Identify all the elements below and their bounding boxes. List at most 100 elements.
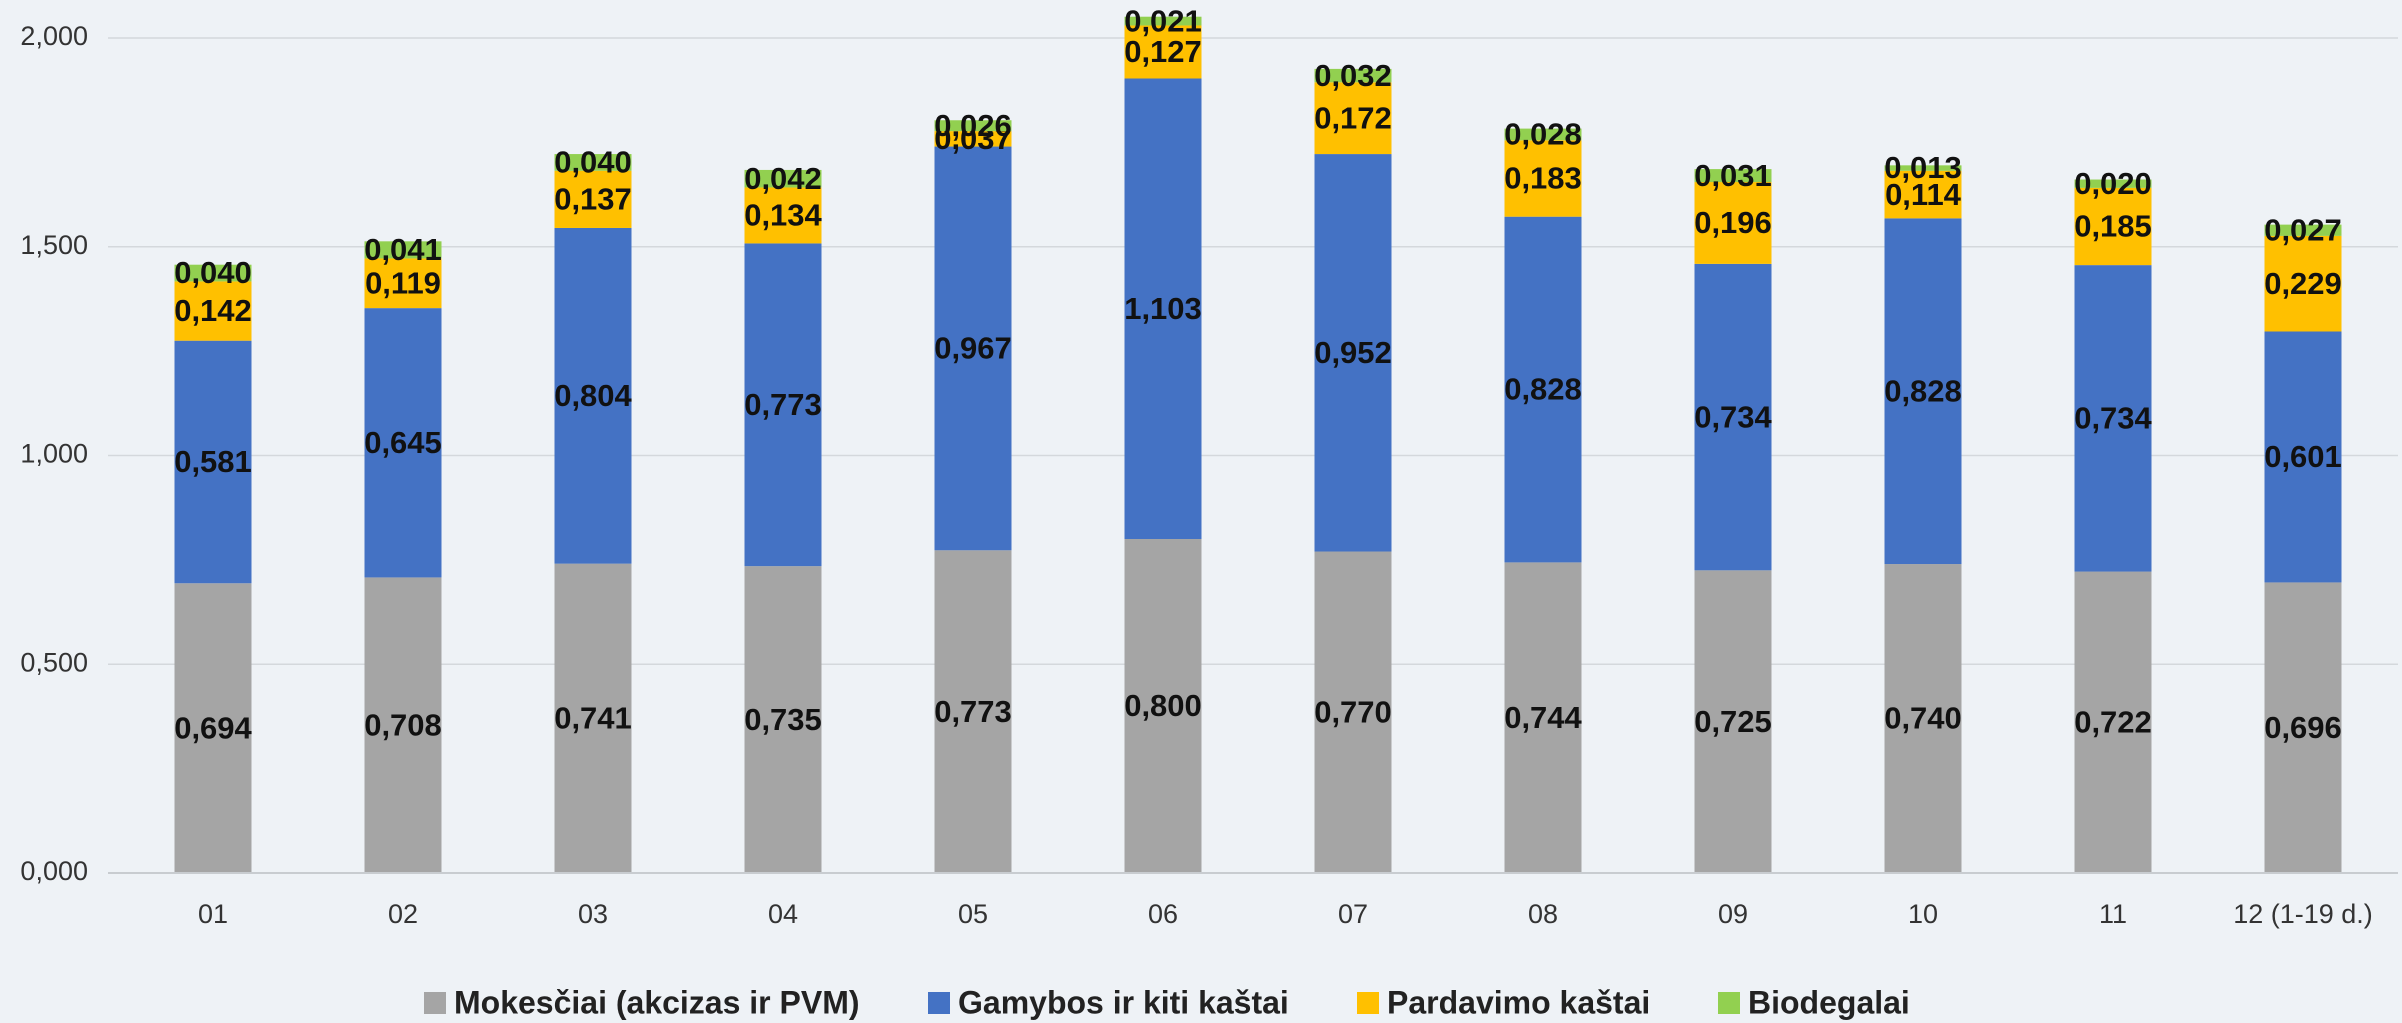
bar-segment [1504, 128, 1582, 141]
legend-swatch [928, 992, 950, 1014]
data-label: 0,013 [1884, 150, 1962, 185]
bar-segment [554, 563, 632, 873]
bar-segment [2264, 224, 2342, 236]
bar-segment [2264, 582, 2342, 873]
data-label: 0,744 [1504, 700, 1582, 735]
bar-segment [1314, 551, 1392, 873]
data-label: 0,741 [554, 701, 632, 736]
bar-segment [2074, 571, 2152, 873]
bar-segment [744, 187, 822, 244]
bar-segment [364, 577, 442, 873]
x-tick-label: 09 [1718, 899, 1748, 929]
legend-label: Gamybos ir kiti kaštai [958, 984, 1289, 1020]
bar-segment [934, 146, 1012, 551]
legend-swatch [1357, 992, 1379, 1014]
y-tick-label: 2,000 [20, 21, 88, 51]
data-label: 0,119 [365, 265, 441, 300]
bar-segment [364, 241, 442, 259]
bar-segment [1314, 154, 1392, 552]
bar-segment [934, 550, 1012, 873]
bar-segment [174, 340, 252, 584]
data-label: 0,229 [2264, 266, 2342, 301]
bar-segment [1504, 216, 1582, 563]
bar-segment [934, 120, 1012, 132]
legend-swatch [1718, 992, 1740, 1014]
bar-segment [2074, 179, 2152, 188]
bar-segment [1694, 169, 1772, 183]
data-label: 0,828 [1504, 372, 1582, 407]
bar-segment [2074, 187, 2152, 266]
y-tick-label: 0,500 [20, 647, 88, 677]
data-label: 0,581 [174, 444, 252, 479]
bar-segment [1694, 263, 1772, 571]
data-label: 0,722 [2074, 704, 2152, 739]
data-label: 1,103 [1124, 291, 1202, 326]
x-tick-label: 08 [1528, 899, 1558, 929]
bar-segment [1884, 564, 1962, 873]
x-tick-label: 04 [768, 899, 798, 929]
data-label: 0,040 [174, 255, 252, 290]
data-label: 0,952 [1314, 335, 1392, 370]
bar-segment [554, 170, 632, 228]
bar-segment [744, 243, 822, 567]
bar-segment [364, 258, 442, 309]
legend-label: Mokesčiai (akcizas ir PVM) [454, 984, 860, 1020]
x-tick-label: 01 [198, 899, 228, 929]
data-label: 0,183 [1504, 161, 1582, 196]
data-label: 0,042 [744, 161, 822, 196]
x-tick-label: 05 [958, 899, 988, 929]
data-label: 0,040 [554, 145, 632, 180]
x-tick-label: 07 [1338, 899, 1368, 929]
bar-segment [174, 583, 252, 873]
x-tick-label: 12 (1-19 d.) [2233, 899, 2373, 929]
data-label: 0,196 [1694, 205, 1772, 240]
x-tick-label: 06 [1148, 899, 1178, 929]
data-label: 0,020 [2074, 166, 2152, 201]
legend-label: Pardavimo kaštai [1387, 984, 1650, 1020]
data-label: 0,027 [2264, 212, 2342, 247]
data-label: 0,645 [364, 425, 442, 460]
data-label: 0,028 [1504, 117, 1582, 152]
bar-segment [1124, 78, 1202, 539]
bar-segment [1124, 16, 1202, 26]
bar-segment [1314, 82, 1392, 155]
data-label: 0,725 [1694, 704, 1772, 739]
data-label: 0,770 [1314, 694, 1392, 729]
data-label: 0,041 [364, 232, 442, 267]
y-tick-label: 1,500 [20, 230, 88, 260]
bar-segment [1694, 570, 1772, 873]
bar-segment [744, 169, 822, 188]
data-label: 0,172 [1314, 100, 1392, 135]
bar-segment [554, 227, 632, 564]
data-label: 0,127 [1124, 34, 1202, 69]
bar-segment [2264, 331, 2342, 583]
data-label: 0,185 [2074, 209, 2152, 244]
x-tick-label: 03 [578, 899, 608, 929]
data-label: 0,021 [1124, 3, 1202, 38]
data-label: 0,142 [174, 293, 252, 328]
data-label: 0,773 [934, 694, 1012, 729]
data-label: 0,032 [1314, 58, 1392, 93]
bar-segment [1124, 25, 1202, 79]
bar-segment [554, 154, 632, 171]
bar-segment [1504, 140, 1582, 217]
bar-segment [364, 308, 442, 578]
bar-segment [174, 264, 252, 282]
bar-segment [744, 566, 822, 873]
data-label: 0,734 [1694, 399, 1772, 434]
bar-segment [1504, 562, 1582, 873]
data-label: 0,735 [744, 702, 822, 737]
bar-segment [1124, 539, 1202, 873]
data-label: 0,773 [744, 387, 822, 422]
bar-segment [2264, 235, 2342, 332]
bar-segment [1694, 182, 1772, 264]
x-tick-label: 11 [2099, 899, 2127, 929]
bar-segment [2074, 265, 2152, 572]
data-label: 0,031 [1694, 158, 1772, 193]
y-tick-label: 1,000 [20, 439, 88, 469]
bar-segment [1314, 68, 1392, 83]
data-label: 0,740 [1884, 701, 1962, 736]
x-tick-label: 10 [1908, 899, 1938, 929]
